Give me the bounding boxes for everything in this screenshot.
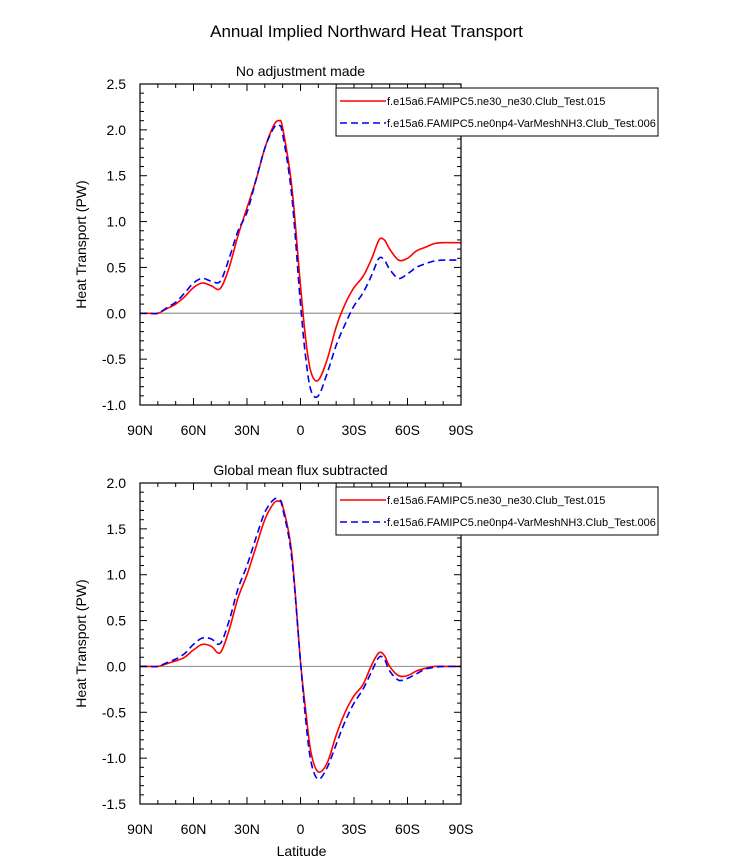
y-tick-label: 2.5	[107, 76, 127, 92]
y-tick-label: 0.0	[107, 658, 127, 674]
legend-label-1: f.e15a6.FAMIPC5.ne30_ne30.Club_Test.015	[387, 96, 605, 108]
x-tick-label: 60S	[395, 422, 420, 438]
x-tick-label: 60S	[395, 821, 420, 837]
series-line-2	[140, 123, 461, 399]
series-line-1	[140, 119, 461, 382]
y-tick-label: -1.0	[102, 397, 126, 413]
chart-panel-bottom: Global mean flux subtracted -1.5 -1.0 -0.5 0…	[73, 462, 659, 858]
y-tick-label: 2.0	[107, 122, 127, 138]
chart-subtitle: Global mean flux subtracted	[213, 462, 387, 478]
y-tick-label: 1.0	[107, 567, 127, 583]
x-axis-title: Latitude	[277, 843, 327, 858]
x-tick-label: 0	[297, 422, 305, 438]
y-tick-label: 1.5	[107, 168, 127, 184]
chart-panel-top: No adjustment made -1.0 -0.5 0.0 0.5 1.0 1.5 2.…	[73, 63, 659, 438]
legend-label-1: f.e15a6.FAMIPC5.ne30_ne30.Club_Test.015	[387, 495, 605, 507]
x-tick-label: 30N	[234, 422, 260, 438]
x-tick-label: 60N	[181, 422, 207, 438]
y-tick-label: -0.5	[102, 351, 126, 367]
x-tick-label: 30N	[234, 821, 260, 837]
x-tick-label: 30S	[342, 821, 367, 837]
y-tick-label: -1.0	[102, 750, 126, 766]
y-tick-label: 1.5	[107, 521, 127, 537]
y-tick-label: 0.5	[107, 259, 127, 275]
y-tick-label: -0.5	[102, 704, 126, 720]
y-tick-label: 0.5	[107, 613, 127, 629]
legend-label-2: f.e15a6.FAMIPC5.ne0np4-VarMeshNH3.Club_T…	[387, 118, 656, 130]
legend-label-2: f.e15a6.FAMIPC5.ne0np4-VarMeshNH3.Club_T…	[387, 517, 656, 529]
legend-box	[335, 87, 659, 137]
x-tick-label: 0	[297, 821, 305, 837]
y-axis-title: Heat Transport (PW)	[73, 579, 89, 707]
y-tick-label: -1.5	[102, 796, 126, 812]
figure-title: Annual Implied Northward Heat Transport	[210, 22, 523, 41]
x-tick-label: 30S	[342, 422, 367, 438]
y-tick-label: 1.0	[107, 214, 127, 230]
series-line-1	[139, 499, 461, 773]
x-tick-label: 90S	[449, 821, 474, 837]
y-axis-title: Heat Transport (PW)	[73, 180, 89, 308]
y-tick-label: 0.0	[107, 305, 127, 321]
x-tick-label: 90N	[127, 422, 153, 438]
x-tick-label: 90N	[127, 821, 153, 837]
y-tick-label: 2.0	[107, 475, 127, 491]
x-tick-label: 90S	[449, 422, 474, 438]
x-tick-label: 60N	[181, 821, 207, 837]
series-line-2	[139, 497, 461, 781]
chart-subtitle: No adjustment made	[236, 63, 365, 79]
legend-box	[335, 486, 659, 536]
